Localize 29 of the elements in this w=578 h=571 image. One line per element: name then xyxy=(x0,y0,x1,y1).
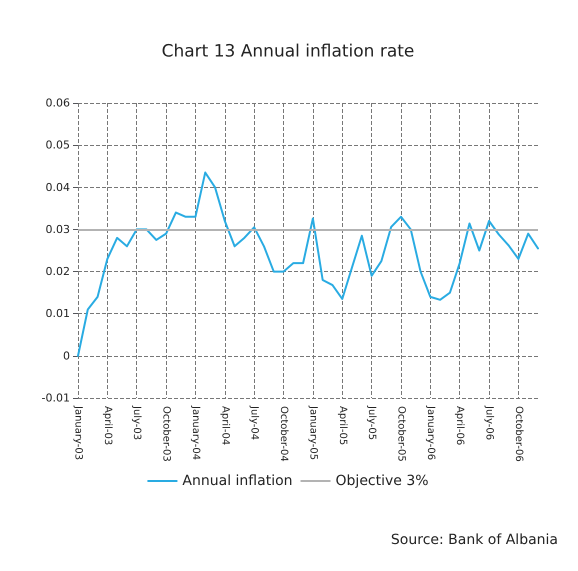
x-tick-label: April-03 xyxy=(102,406,113,446)
x-tick-label: January-06 xyxy=(424,405,436,460)
y-tick-label: 0.05 xyxy=(46,138,70,152)
x-tick-label: July-06 xyxy=(484,405,495,440)
x-tick-label: October-05 xyxy=(395,406,406,462)
x-tick-label: July-03 xyxy=(131,405,142,440)
legend-label: Objective 3% xyxy=(336,473,429,489)
y-tick-label: 0.04 xyxy=(46,180,70,194)
x-tick-label: October-06 xyxy=(512,406,524,462)
x-tick-label: July-05 xyxy=(366,405,378,440)
x-tick-label: January-05 xyxy=(307,405,318,460)
chart-title: Chart 13 Annual inflation rate xyxy=(162,42,414,62)
line-series xyxy=(77,172,539,357)
y-tick-label: 0.03 xyxy=(46,222,70,236)
x-tick-label: April-04 xyxy=(219,406,230,446)
x-tick-label: October-04 xyxy=(278,406,290,462)
x-tick-label: July-04 xyxy=(248,405,260,440)
y-tick-label: 0 xyxy=(63,349,70,362)
y-tick-label: 0.01 xyxy=(46,307,70,320)
x-tick-label: October-03 xyxy=(160,406,172,462)
x-tick-label: January-04 xyxy=(190,405,201,460)
legend-label: Annual inflation xyxy=(182,473,293,489)
y-tick-label: -0.01 xyxy=(42,392,70,404)
source-note: Source: Bank of Albania xyxy=(390,532,558,548)
x-tick-label: April-06 xyxy=(454,406,466,446)
y-tick-label: 0.02 xyxy=(46,265,70,278)
x-tick-label: April-05 xyxy=(336,406,348,446)
x-tick-label: January-03 xyxy=(72,405,84,460)
y-tick-label: 0.06 xyxy=(46,96,70,110)
